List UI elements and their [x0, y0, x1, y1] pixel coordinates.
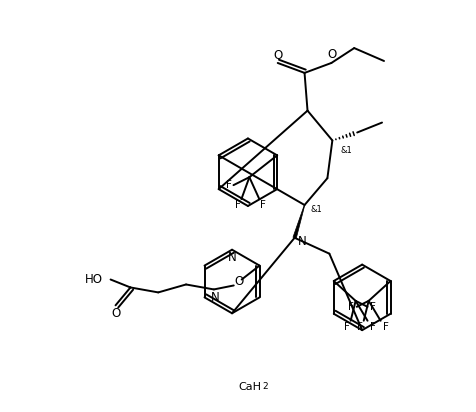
Text: F: F	[260, 200, 266, 210]
Text: N: N	[210, 291, 219, 304]
Text: F: F	[357, 322, 363, 332]
Text: F: F	[383, 322, 388, 332]
Text: &1: &1	[310, 206, 322, 215]
Text: N: N	[298, 235, 307, 248]
Text: O: O	[328, 47, 337, 61]
Text: O: O	[273, 49, 282, 61]
Text: O: O	[111, 307, 120, 320]
Text: F: F	[348, 302, 354, 312]
Text: O: O	[234, 275, 243, 288]
Text: 2: 2	[263, 382, 268, 391]
Text: F: F	[226, 180, 231, 190]
Polygon shape	[293, 205, 305, 238]
Text: &1: &1	[340, 146, 352, 155]
Text: F: F	[235, 200, 240, 210]
Text: HO: HO	[85, 273, 103, 286]
Text: CaH: CaH	[238, 382, 261, 392]
Text: F: F	[369, 322, 376, 332]
Text: F: F	[344, 322, 349, 332]
Text: F: F	[369, 302, 376, 312]
Text: N: N	[228, 251, 237, 264]
